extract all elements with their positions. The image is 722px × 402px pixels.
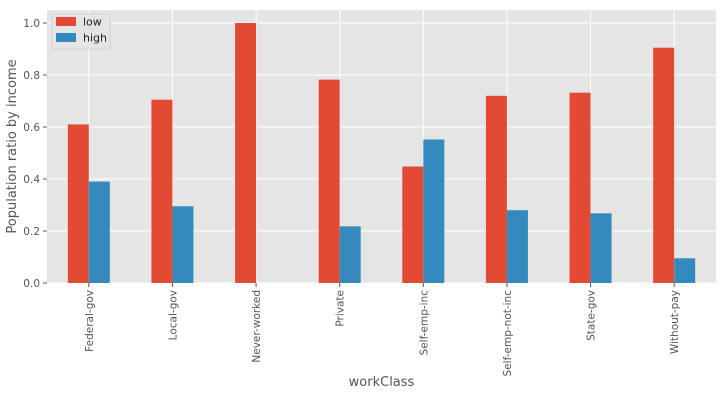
x-tick-label: Self-emp-inc (418, 290, 430, 356)
y-tick-label: 0.2 (23, 226, 40, 238)
legend-swatch-low (56, 17, 76, 26)
y-tick-label: 0.6 (23, 122, 40, 134)
y-tick-label: 0.4 (23, 174, 40, 186)
bar-high-self-emp-inc (423, 139, 445, 283)
bar-high-local-gov (172, 206, 194, 283)
x-tick-label: Without-pay (669, 290, 681, 354)
bar-high-without-pay (674, 258, 696, 283)
x-tick-label: Never-worked (251, 290, 263, 363)
legend-swatch-high (56, 33, 76, 42)
legend: low high (51, 13, 111, 50)
legend-label-high: high (83, 32, 107, 45)
y-tick-label: 0.8 (23, 70, 40, 82)
x-tick-label: State-gov (586, 290, 598, 341)
bar-low-without-pay (653, 47, 675, 284)
bar-low-never-worked (235, 23, 257, 283)
y-axis-label: Population ratio by income (5, 59, 20, 233)
x-axis-ticks: Federal-gov Local-gov Never-worked Private S… (84, 283, 681, 376)
y-tick-label: 0.0 (23, 278, 40, 290)
bar-high-federal-gov (88, 181, 110, 283)
plot-area (47, 10, 716, 283)
bar-low-state-gov (569, 92, 591, 284)
x-axis-label: workClass (349, 375, 415, 390)
y-tick-label: 1.0 (23, 18, 40, 30)
x-tick-label: Local-gov (167, 290, 179, 340)
legend-label-low: low (83, 16, 102, 29)
bar-high-self-emp-not-inc (506, 210, 528, 283)
bars (67, 23, 696, 284)
bar-high-state-gov (590, 213, 612, 283)
bar-low-self-emp-inc (402, 166, 424, 283)
bar-high-private (339, 226, 361, 283)
bar-low-local-gov (151, 99, 173, 283)
x-tick-label: Private (335, 290, 347, 327)
x-tick-label: Self-emp-not-inc (502, 290, 514, 377)
bar-low-federal-gov (67, 124, 89, 284)
x-tick-label: Federal-gov (84, 290, 96, 352)
bar-low-private (318, 79, 340, 284)
bar-low-self-emp-not-inc (485, 95, 507, 283)
y-axis-ticks: 0.0 0.2 0.4 0.6 0.8 1.0 (23, 18, 47, 290)
